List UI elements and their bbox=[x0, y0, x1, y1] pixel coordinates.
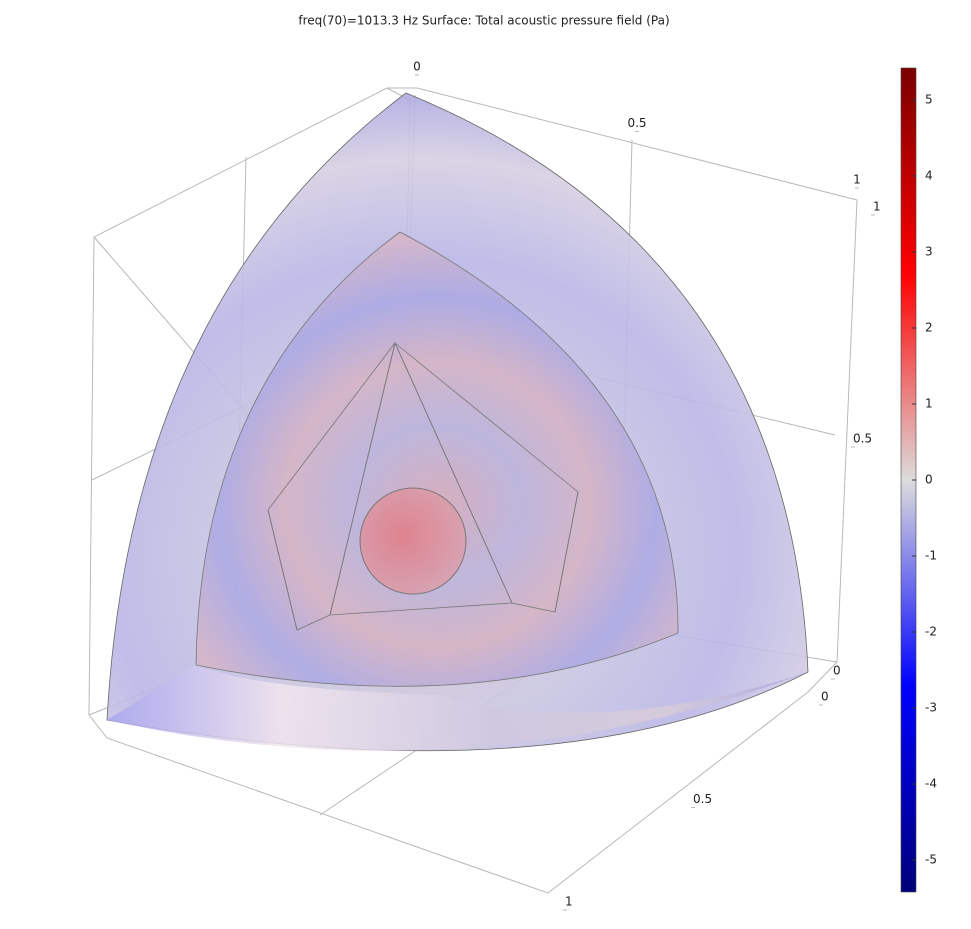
colorbar-tick-label: -3 bbox=[925, 701, 937, 715]
z-tick-label: 0 bbox=[833, 664, 841, 678]
y-tick-label: 0 bbox=[821, 690, 829, 704]
colorbar-tick-label: 0 bbox=[925, 473, 933, 487]
colorbar-tick-label: -2 bbox=[925, 625, 937, 639]
colorbar-tick-label: -1 bbox=[925, 549, 937, 563]
y-tick-label: 1 bbox=[565, 895, 573, 909]
pyramid bbox=[267, 341, 579, 631]
chart-title: freq(70)=1013.3 Hz Surface: Total acoust… bbox=[298, 14, 669, 28]
colorbar-tick-label: 2 bbox=[925, 320, 933, 334]
colorbar-tick-label: 3 bbox=[925, 244, 933, 258]
z-tick-label: 0.5 bbox=[853, 432, 872, 446]
x-tick-label: 1 bbox=[853, 173, 861, 187]
sphere-source bbox=[359, 487, 467, 595]
x-tick-label: 0.5 bbox=[627, 116, 646, 130]
inner-shell bbox=[195, 231, 679, 687]
z-tick-label: 1 bbox=[873, 200, 881, 214]
floor-face bbox=[107, 665, 808, 751]
x-tick-label: 0 bbox=[413, 60, 421, 74]
colorbar-tick-label: -4 bbox=[925, 777, 937, 791]
colorbar-tick-label: 4 bbox=[925, 168, 933, 182]
y-tick-label: 0.5 bbox=[693, 792, 712, 806]
colorbar-tick-label: -5 bbox=[925, 853, 937, 867]
colorbar-tick-label: 1 bbox=[925, 396, 933, 410]
colorbar-tick-label: 5 bbox=[925, 92, 933, 106]
